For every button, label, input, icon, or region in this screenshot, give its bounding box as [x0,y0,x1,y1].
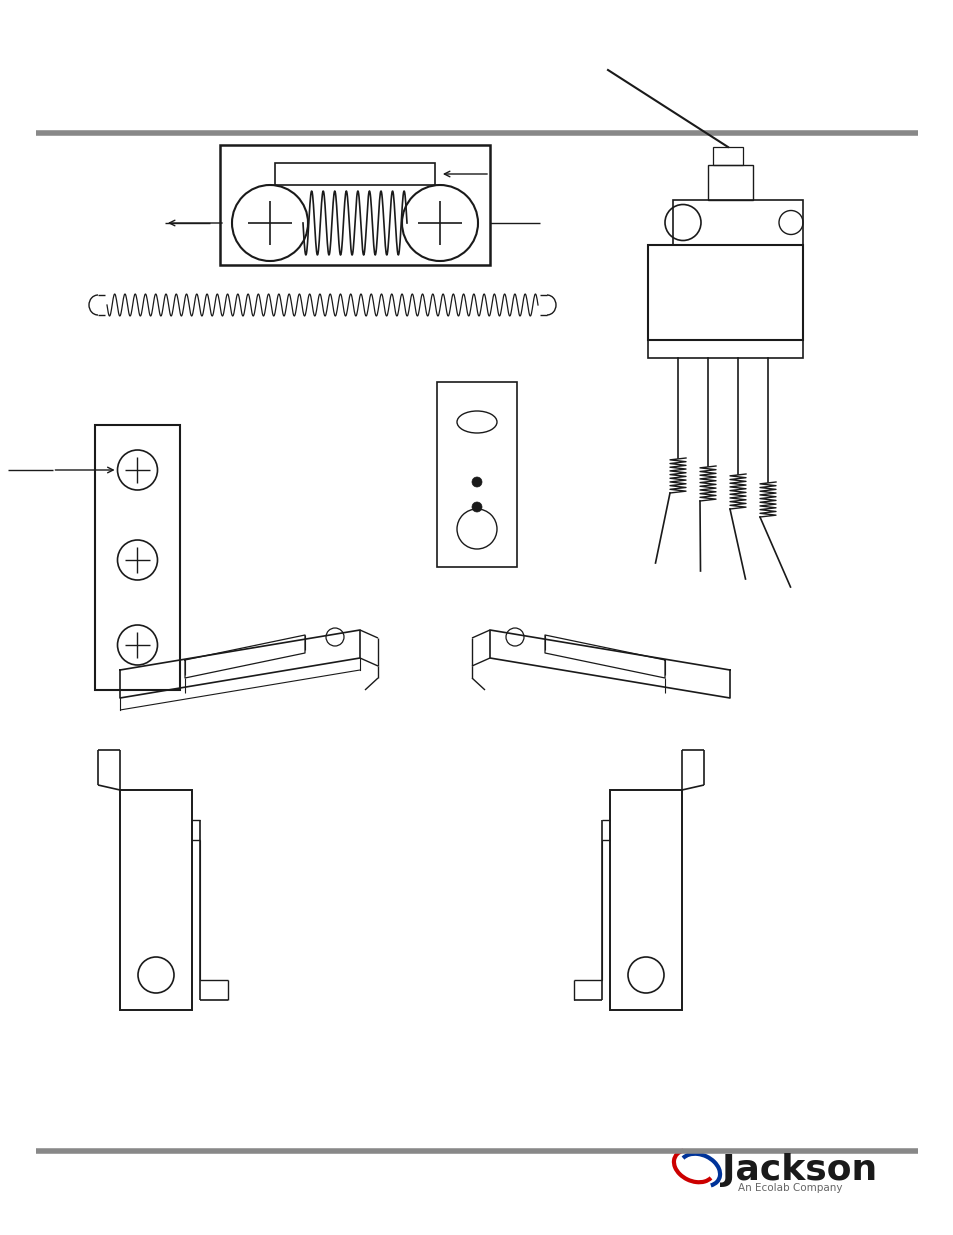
Bar [609,790,681,1010]
Text: An Ecolab Company: An Ecolab Company [738,1183,841,1193]
Bar [220,144,490,266]
Bar [274,163,435,185]
Bar [120,790,192,1010]
Bar [436,382,517,567]
Bar [647,340,802,358]
Bar [672,200,802,245]
Circle shape [472,501,481,513]
Bar [712,147,742,165]
Circle shape [472,477,481,487]
Bar [707,165,752,200]
Text: Jackson: Jackson [721,1153,877,1187]
Bar [647,245,802,340]
Bar [95,425,180,690]
